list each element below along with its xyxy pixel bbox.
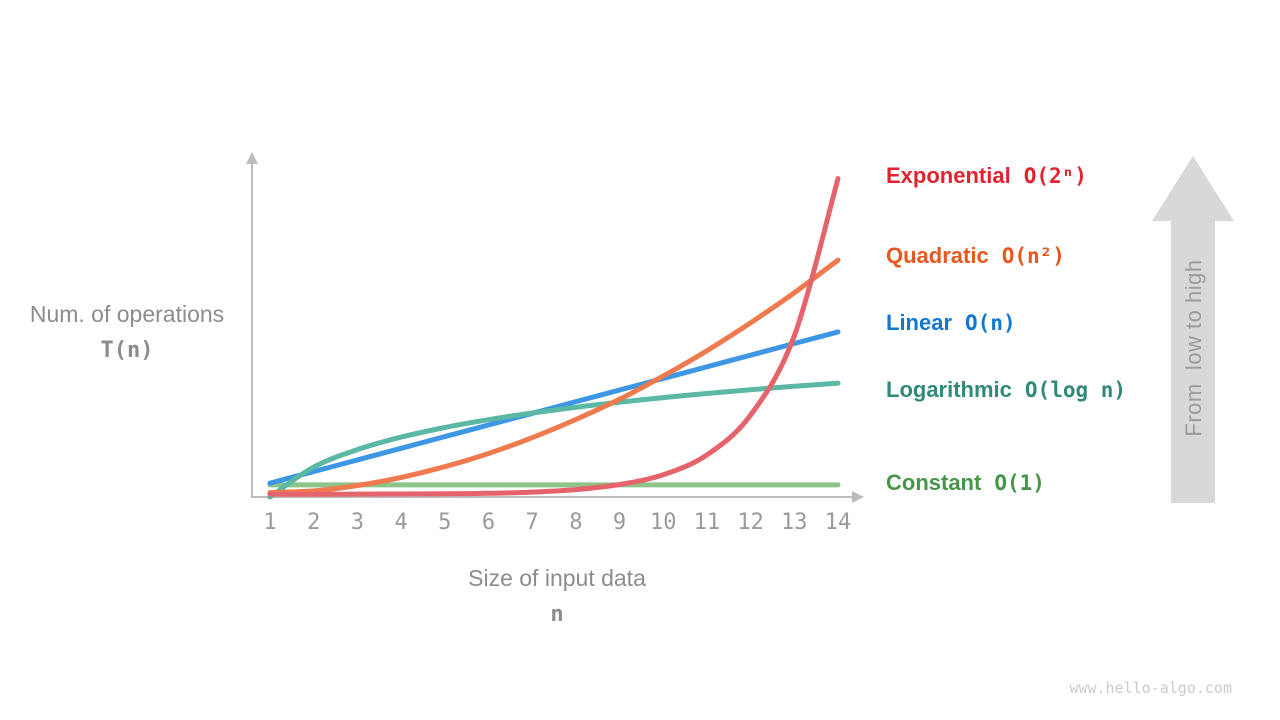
x-axis-label-text: Size of input data	[468, 565, 646, 591]
y-axis-label-text: Num. of operations	[29, 301, 225, 327]
x-tick-3: 3	[350, 510, 364, 535]
x-tick-10: 10	[649, 510, 677, 535]
legend-name: Constant	[886, 470, 982, 495]
x-axis-label: Size of input data n	[427, 564, 687, 628]
x-axis-arrowhead-icon	[852, 491, 864, 503]
x-tick-6: 6	[481, 510, 496, 535]
x-tick-2: 2	[307, 510, 321, 535]
x-axis-symbol: n	[550, 601, 564, 627]
curve-linear	[267, 329, 841, 486]
legend-formula: O(log n)	[1024, 378, 1127, 402]
x-tick-5: 5	[438, 510, 452, 535]
legend-name: Linear	[886, 310, 953, 335]
curve-logarithmic	[267, 380, 841, 500]
legend-name: Logarithmic	[886, 377, 1012, 402]
y-axis-symbol: T(n)	[100, 337, 154, 363]
legend-name: Quadratic	[886, 243, 989, 268]
legend-item-logarithmic: Logarithmic O(log n)	[886, 377, 1126, 407]
x-tick-14: 14	[824, 510, 852, 535]
axes	[246, 152, 864, 503]
legend-name: Exponential	[886, 163, 1011, 188]
y-axis-arrowhead-icon	[246, 152, 258, 164]
x-tick-8: 8	[569, 510, 583, 535]
x-tick-4: 4	[394, 510, 408, 535]
legend-item-quadratic: Quadratic O(n²)	[886, 243, 1065, 273]
legend-formula: O(n)	[965, 311, 1016, 335]
x-tick-13: 13	[781, 510, 808, 535]
y-axis-label: Num. of operations T(n)	[18, 300, 236, 364]
legend-formula: O(1)	[994, 471, 1045, 495]
arrow-label: From low to high	[1181, 259, 1206, 437]
watermark: www.hello-algo.com	[1069, 679, 1232, 697]
x-tick-11: 11	[693, 510, 721, 535]
x-tick-1: 1	[263, 510, 277, 535]
legend-item-constant: Constant O(1)	[886, 470, 1045, 500]
x-tick-9: 9	[612, 510, 627, 535]
legend-formula: O(2ⁿ)	[1023, 164, 1087, 188]
x-tick-7: 7	[525, 510, 539, 535]
curve-exponential	[267, 176, 841, 497]
legend-item-exponential: Exponential O(2ⁿ)	[886, 163, 1087, 193]
up-arrow-icon	[1152, 156, 1234, 503]
curves-group	[267, 176, 841, 500]
curve-quadratic	[267, 257, 841, 496]
legend-item-linear: Linear O(n)	[886, 310, 1016, 340]
legend-formula: O(n²)	[1001, 244, 1065, 268]
x-tick-12: 12	[737, 510, 764, 535]
